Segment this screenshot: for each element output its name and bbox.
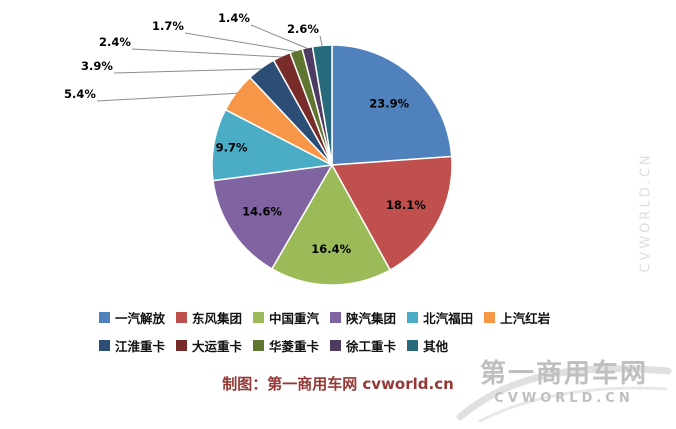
legend-label: 中国重汽 [269,311,320,326]
slice-label: 1.7% [152,19,184,33]
slice-label: 2.4% [99,35,131,49]
legend-item: 一汽解放 [99,308,165,327]
slice-label: 18.1% [386,198,426,212]
legend-item: 上汽红岩 [484,308,550,327]
legend-swatch [407,312,419,323]
legend-item: 大运重卡 [176,336,242,355]
label-leader-line [113,68,262,74]
pie-slice [211,108,335,182]
label-leader-line [96,92,238,102]
chart-legend: 一汽解放 东风集团 中国重汽 陕汽集团 北汽福田 上汽红岩江淮重卡 大运重卡 华菱重卡 徐工重卡… [99,308,577,355]
pie-slice [212,164,334,270]
slice-label: 1.4% [218,11,250,25]
legend-label: 华菱重卡 [269,339,320,354]
slice-label: 9.7% [216,140,248,154]
legend-swatch [99,312,110,323]
legend-swatch [253,312,265,323]
pie-slice [270,163,392,286]
legend-label: 江淮重卡 [115,339,166,354]
legend-label: 大运重卡 [192,339,243,354]
legend-label: 陕汽集团 [346,311,397,326]
legend-swatch [176,340,188,351]
legend-item: 其他 [407,336,448,355]
label-leader-line [184,32,297,52]
slice-label: 3.9% [81,59,113,73]
pie-slice [331,44,453,166]
slice-label: 2.6% [287,22,319,36]
legend-item: 徐工重卡 [330,336,396,355]
legend-swatch [253,340,265,351]
slice-label: 14.6% [242,205,282,219]
legend-label: 东风集团 [192,311,243,326]
credit-text: 制图：第一商用车网 cvworld.cn [222,375,454,393]
legend-swatch [99,340,110,351]
legend-swatch [176,312,188,323]
label-leader-line [131,48,283,58]
label-leader-line [319,35,323,47]
legend-label: 北汽福田 [423,311,474,326]
legend-item: 北汽福田 [407,308,473,327]
slice-label: 23.9% [369,97,409,111]
legend-item: 江淮重卡 [99,336,165,355]
legend-swatch [407,340,419,351]
legend-item: 华菱重卡 [253,336,319,355]
legend-item: 东风集团 [176,308,242,327]
legend-swatch [330,312,342,323]
slice-label: 16.4% [311,242,351,256]
slice-label: 5.4% [64,87,96,101]
legend-item: 中国重汽 [253,308,319,327]
label-leader-line [250,24,308,49]
legend-label: 上汽红岩 [500,311,551,326]
legend-swatch [484,312,496,323]
legend-label: 徐工重卡 [346,339,397,354]
legend-item: 陕汽集团 [330,308,396,327]
legend-label: 其他 [423,339,449,354]
pie-slice [330,155,453,272]
legend-label: 一汽解放 [115,311,166,326]
pie-chart: 23.9% 18.1% 16.4% 14.6% 9.7% 5.4% 3.9% 2.4% 1.7%… [64,11,453,286]
legend-swatch [330,340,342,351]
